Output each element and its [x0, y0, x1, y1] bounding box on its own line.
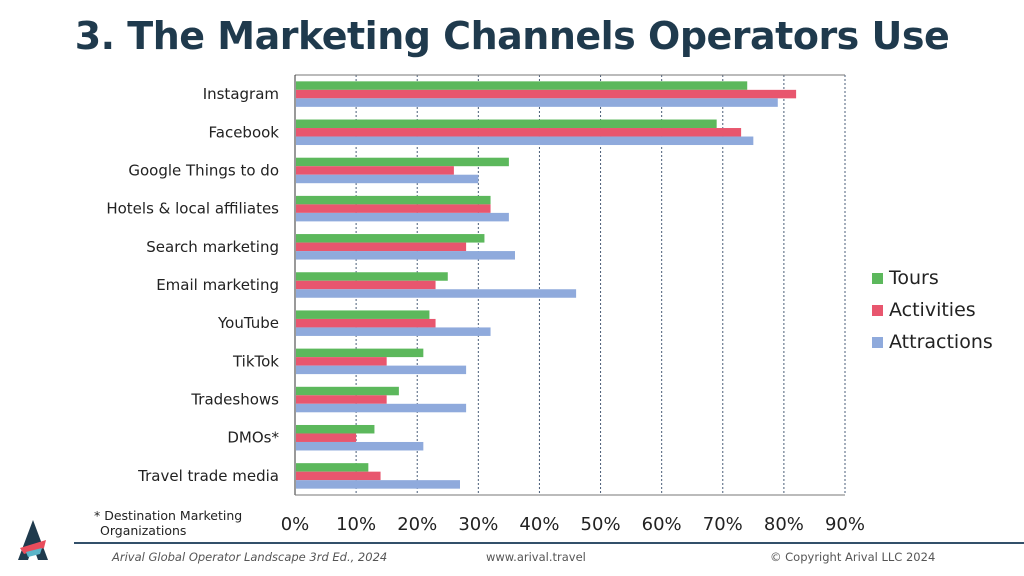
bar-attractions — [296, 251, 515, 260]
bar-tours — [296, 119, 717, 129]
bar-tours — [296, 463, 369, 472]
arival-logo-icon — [16, 518, 50, 567]
footnote-line-2: Organizations — [100, 523, 187, 538]
category-label: Tradeshows — [190, 391, 279, 409]
bar-tours — [296, 386, 399, 396]
bar-attractions — [296, 174, 479, 184]
category-label: TikTok — [232, 352, 279, 370]
bar-activities — [296, 433, 357, 442]
category-label: YouTube — [217, 314, 279, 332]
bar-activities — [296, 166, 454, 175]
bar-activities — [296, 357, 387, 366]
bar-attractions — [296, 480, 460, 489]
category-label: Hotels & local affiliates — [106, 200, 279, 218]
category-label: Google Things to do — [128, 161, 279, 179]
bar-activities — [296, 318, 436, 328]
bar-attractions — [296, 212, 509, 222]
footer-copyright: © Copyright Arival LLC 2024 — [770, 550, 936, 564]
bar-attractions — [296, 365, 467, 375]
legend-swatch-activities — [872, 304, 883, 316]
bar-tours — [296, 310, 430, 319]
legend-label-attractions: Attractions — [889, 331, 993, 353]
bar-tours — [296, 81, 748, 90]
bar-attractions — [296, 327, 491, 336]
bar-activities — [296, 204, 491, 213]
x-tick-label: 50% — [581, 514, 621, 535]
x-tick-label: 60% — [642, 514, 682, 535]
bar-tours — [296, 157, 509, 167]
category-label: DMOs* — [227, 429, 279, 447]
footnote-line-1: * Destination Marketing — [94, 508, 243, 523]
footnote: * Destination Marketing Organizations — [94, 508, 242, 538]
x-tick-label: 70% — [703, 514, 743, 535]
legend-label-tours: Tours — [889, 267, 939, 289]
footer-website-link[interactable]: www.arival.travel — [486, 550, 586, 564]
x-tick-label: 30% — [458, 514, 498, 535]
bar-attractions — [296, 136, 754, 146]
x-tick-label: 10% — [336, 514, 376, 535]
category-label: Travel trade media — [137, 467, 279, 485]
legend-item-activities: Activities — [872, 294, 993, 326]
x-tick-label: 0% — [281, 514, 310, 535]
legend-item-attractions: Attractions — [872, 326, 993, 358]
x-tick-label: 80% — [764, 514, 804, 535]
bar-activities — [296, 89, 797, 99]
category-label: Facebook — [209, 123, 280, 141]
legend-label-activities: Activities — [889, 299, 976, 321]
bar-tours — [296, 272, 448, 281]
bar-activities — [296, 128, 742, 137]
bar-activities — [296, 242, 467, 252]
x-tick-label: 40% — [519, 514, 559, 535]
bar-tours — [296, 348, 424, 358]
bar-attractions — [296, 98, 778, 107]
legend-swatch-tours — [872, 272, 883, 284]
page-title: 3. The Marketing Channels Operators Use — [74, 14, 950, 58]
legend-item-tours: Tours — [872, 262, 993, 294]
bar-attractions — [296, 289, 577, 298]
footer-divider — [74, 542, 1024, 544]
footer-source: Arival Global Operator Landscape 3rd Ed.… — [112, 550, 388, 564]
legend-swatch-attractions — [872, 336, 883, 348]
chart-legend: Tours Activities Attractions — [872, 262, 993, 358]
category-label: Email marketing — [156, 276, 279, 294]
bar-tours — [296, 234, 485, 243]
bar-activities — [296, 395, 387, 404]
bar-attractions — [296, 441, 424, 451]
category-label: Instagram — [203, 85, 279, 103]
bar-tours — [296, 195, 491, 205]
bar-activities — [296, 280, 436, 290]
bar-activities — [296, 471, 381, 481]
bar-attractions — [296, 403, 467, 413]
bar-tours — [296, 424, 375, 434]
category-label: Search marketing — [146, 238, 279, 256]
x-tick-label: 90% — [825, 514, 865, 535]
x-tick-label: 20% — [397, 514, 437, 535]
